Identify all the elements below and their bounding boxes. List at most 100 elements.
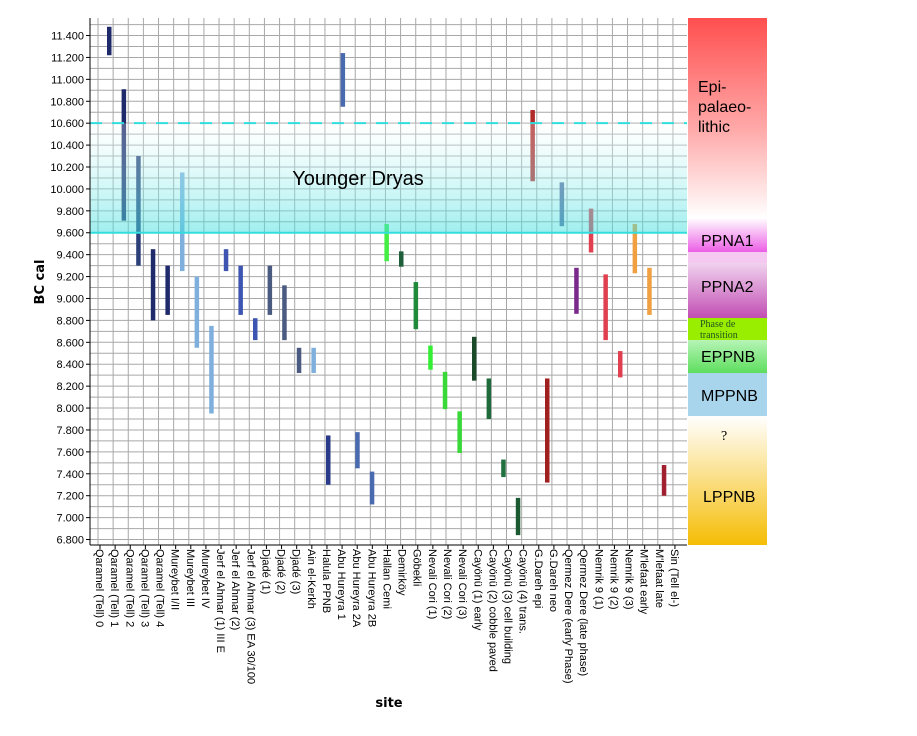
x-tick-label: Halula PPNB <box>320 549 332 613</box>
x-tick-label: Cayönü (3) cell building <box>502 549 514 664</box>
range-bar <box>326 435 331 485</box>
y-axis-label: BC cal <box>33 260 48 305</box>
y-tick-label: 9.800 <box>56 206 84 218</box>
grid <box>90 18 687 545</box>
range-bar <box>355 432 360 469</box>
period-label-ppna1: PPNA1 <box>701 233 754 250</box>
y-tick-label: 10.400 <box>50 140 84 152</box>
range-bar <box>603 274 608 341</box>
x-tick-label: Hallan Cemi <box>380 549 392 609</box>
x-tick-label: Cayönü (4) trans. <box>517 549 529 634</box>
period-band <box>688 252 767 263</box>
range-bar <box>618 351 623 378</box>
y-tick-label: 7.000 <box>56 513 84 525</box>
period-band <box>688 18 767 218</box>
y-tick-label: 7.800 <box>56 425 84 437</box>
range-bar <box>165 265 170 315</box>
period-label-epipalaeolithic: palaeo- <box>698 99 751 116</box>
range-bar <box>340 53 346 107</box>
y-tick-label: 8.400 <box>56 359 84 371</box>
x-tick-label: M'lefaat early <box>638 549 650 615</box>
range-bar <box>545 378 550 483</box>
period-label-eppnb: EPPNB <box>701 349 755 366</box>
x-tick-label: Qaramel (Tell) 2 <box>123 549 135 627</box>
y-tick-label: 10.600 <box>50 118 84 130</box>
y-tick-label: 7.400 <box>56 469 84 481</box>
period-band <box>688 263 767 318</box>
range-bar <box>253 318 258 341</box>
x-tick-label: Mureybet I/II <box>169 549 181 610</box>
range-bar <box>267 265 273 315</box>
y-tick-label: 11.400 <box>51 31 84 43</box>
y-tick-label: 11.000 <box>51 74 84 86</box>
x-tick-label: Jerf el Ahmar (3) EA 30/100 <box>244 549 256 684</box>
range-bar <box>150 249 156 321</box>
range-bar <box>647 267 652 315</box>
period-label-lppnb: LPPNB <box>703 489 755 506</box>
y-tick-label: 9.400 <box>56 250 84 262</box>
y-tick-label: 8.600 <box>56 337 84 349</box>
x-tick-label: Abu Hureyra 2B <box>365 549 377 627</box>
x-tick-label: Qaramel (Tell) 0 <box>93 549 105 627</box>
x-tick-label: Qermez Dere (late phase) <box>577 549 589 676</box>
range-bar <box>311 347 316 373</box>
x-tick-label: Nemrik 9 (3) <box>623 549 635 610</box>
period-band <box>688 218 767 252</box>
range-bar <box>194 276 200 348</box>
x-axis-label: site <box>375 696 402 711</box>
x-tick-label: Abu Hureyra 2A <box>350 549 362 628</box>
range-bar <box>209 325 214 414</box>
period-label-mppnb: MPPNB <box>701 388 758 405</box>
x-tick-label: Djadé (2) <box>275 549 287 594</box>
range-bar <box>486 378 492 420</box>
range-bar <box>442 371 448 410</box>
range-bar <box>223 249 229 272</box>
x-tick-label: Qaramel (Tell) 3 <box>138 549 150 627</box>
period-band <box>688 373 767 416</box>
younger-dryas-band: Younger Dryas <box>90 122 687 234</box>
x-tick-label: Mureybet IV <box>199 549 211 609</box>
x-tick-label: Göbekli <box>411 549 423 586</box>
y-tick-label: 7.200 <box>56 491 84 503</box>
x-tick-label: Sin (Tell el-) <box>668 549 680 607</box>
period-band <box>688 416 767 545</box>
younger-dryas-label: Younger Dryas <box>292 168 424 190</box>
y-tick-label: 7.600 <box>56 447 84 459</box>
period-label-unknown: ? <box>721 429 727 444</box>
range-bar <box>413 282 419 330</box>
younger-dryas-fill <box>90 123 687 233</box>
x-tick-label: Jerf el Ahmar (2) <box>229 549 241 630</box>
x-tick-label: Mureybet III <box>184 549 196 607</box>
y-tick-label: 9.600 <box>56 228 84 240</box>
period-label-ppna2: PPNA2 <box>701 279 754 296</box>
range-bar <box>107 26 112 56</box>
y-tick-label: 10.000 <box>50 184 84 196</box>
x-tick-label: G.Dareh neo <box>547 549 559 612</box>
y-tick-label: 11.200 <box>51 52 84 64</box>
y-tick-label: 10.200 <box>50 162 84 174</box>
range-bar <box>399 251 404 267</box>
period-band <box>688 318 767 340</box>
x-tick-label: Nevali Cori (1) <box>426 549 438 619</box>
x-tick-label: M'lefaat late <box>653 549 665 608</box>
x-tick-label: Djadé (3) <box>290 549 302 594</box>
x-tick-label: Cayönü (1) early <box>471 549 483 631</box>
period-column: Epi-palaeo-lithic PPNA1 PPNA2 Phase detrans… <box>688 18 767 545</box>
x-tick-label: Demirköy <box>396 549 408 596</box>
period-band <box>688 340 767 373</box>
x-tick-label: Qaramel (Tell) 1 <box>108 549 120 627</box>
y-tick-label: 8.200 <box>56 381 84 393</box>
x-tick-label: Qaramel (Tell) 4 <box>154 549 166 627</box>
x-tick-label: Nevali Cori (3) <box>456 549 468 619</box>
x-tick-label: Jerf el Ahmar (1) III E <box>214 549 226 653</box>
y-tick-label: 10.800 <box>50 96 84 108</box>
range-bar <box>472 336 477 381</box>
x-tick-label: Qermez Dere (early Phase) <box>562 549 574 684</box>
x-tick-label: Nemrik 9 (2) <box>607 549 619 610</box>
x-tick-label: Djadé (1) <box>259 549 271 594</box>
range-bar <box>428 345 433 370</box>
range-bar <box>457 411 462 453</box>
y-tick-label: 8.800 <box>56 315 84 327</box>
range-bar <box>574 267 579 314</box>
